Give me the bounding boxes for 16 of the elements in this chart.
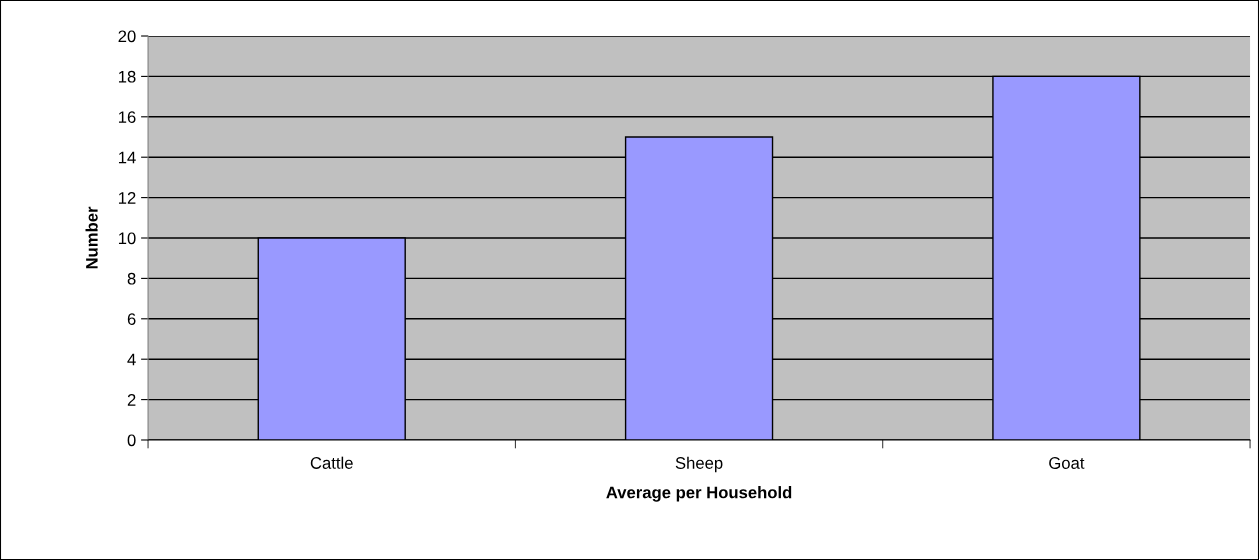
y-tick-label: 18 (118, 70, 136, 83)
x-tick-label: Cattle (310, 456, 353, 469)
y-tick-label: 10 (118, 232, 136, 245)
y-tick-label: 6 (127, 313, 136, 325)
y-tick-label: 8 (127, 272, 136, 285)
y-tick-label: 2 (127, 393, 136, 406)
y-tick-label: 12 (118, 192, 136, 204)
y-axis-title: Number (85, 206, 98, 269)
x-axis-title: Average per Household (606, 486, 792, 502)
x-tick-label: Sheep (675, 456, 723, 473)
y-tick-label: 0 (127, 434, 136, 447)
y-tick-label: 14 (118, 151, 136, 164)
x-tick-label: Goat (1049, 457, 1085, 469)
y-tick-label: 4 (127, 353, 136, 366)
y-tick-label: 20 (118, 30, 136, 43)
y-tick-label: 16 (118, 111, 136, 124)
